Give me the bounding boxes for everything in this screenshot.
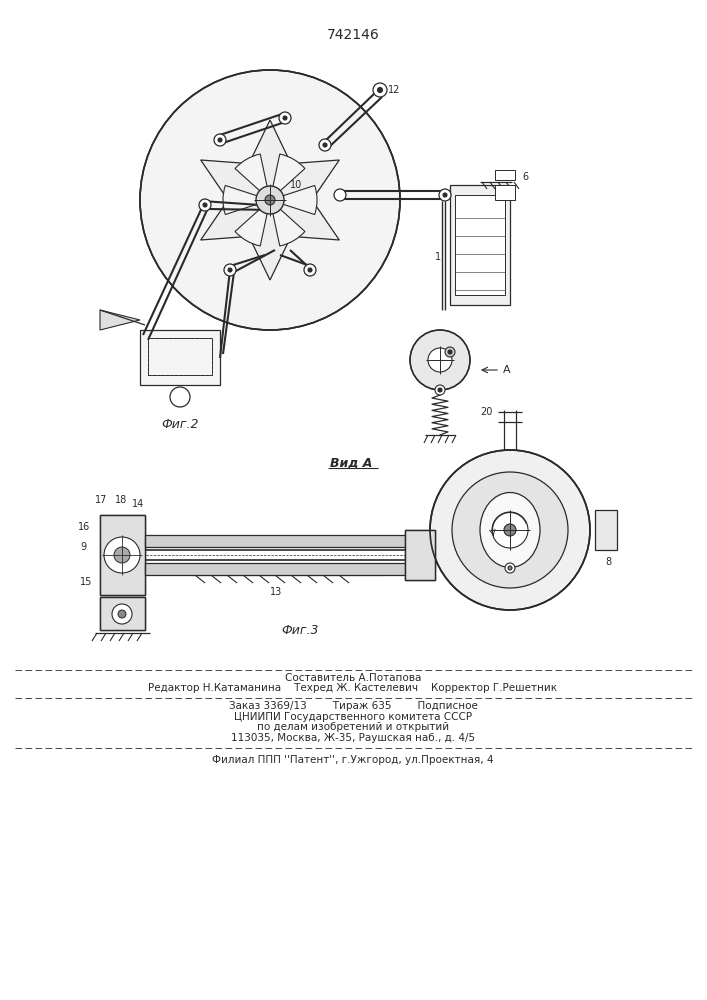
Circle shape [439, 189, 451, 201]
Text: Составитель А.Потапова: Составитель А.Потапова [285, 673, 421, 683]
Circle shape [438, 388, 442, 392]
Circle shape [373, 83, 387, 97]
Bar [495, 185, 515, 200]
Text: Редактор Н.Катаманина    Техред Ж. Кастелевич    Корректор Г.Решетник: Редактор Н.Катаманина Техред Ж. Кастелев… [148, 683, 558, 693]
Circle shape [323, 143, 327, 147]
Bar [100, 515, 145, 595]
Circle shape [428, 348, 452, 372]
Bar [450, 185, 510, 305]
Circle shape [118, 610, 126, 618]
Circle shape [265, 195, 275, 205]
Text: 16: 16 [78, 522, 90, 532]
Text: 10: 10 [290, 180, 303, 190]
Bar [405, 530, 435, 580]
Text: 6: 6 [522, 172, 528, 182]
Circle shape [283, 116, 287, 120]
Bar [100, 515, 145, 595]
Text: Фиг.2: Фиг.2 [161, 418, 199, 432]
Circle shape [445, 347, 455, 357]
Circle shape [304, 264, 316, 276]
Circle shape [430, 450, 590, 610]
Text: Фиг.3: Фиг.3 [281, 624, 319, 637]
Circle shape [505, 563, 515, 573]
Circle shape [218, 138, 222, 142]
Circle shape [104, 537, 140, 573]
Circle shape [256, 186, 284, 214]
Text: 12: 12 [388, 85, 400, 95]
Circle shape [443, 193, 447, 197]
Ellipse shape [480, 492, 540, 568]
Circle shape [508, 566, 512, 570]
Circle shape [170, 387, 190, 407]
Text: 9: 9 [80, 542, 86, 552]
Text: ЦНИИПИ Государственного комитета СССР: ЦНИИПИ Государственного комитета СССР [234, 712, 472, 722]
Circle shape [452, 472, 568, 588]
Text: 742146: 742146 [327, 28, 380, 42]
Text: А: А [503, 365, 510, 375]
Circle shape [334, 189, 346, 201]
Polygon shape [100, 310, 140, 330]
Text: 113035, Москва, Ж-35, Раушская наб., д. 4/5: 113035, Москва, Ж-35, Раушская наб., д. … [231, 733, 475, 743]
Circle shape [214, 134, 226, 146]
Bar [140, 330, 220, 385]
Wedge shape [235, 200, 270, 246]
Circle shape [319, 139, 331, 151]
Text: 8: 8 [605, 557, 611, 567]
Circle shape [199, 199, 211, 211]
Text: 15: 15 [80, 577, 93, 587]
Bar [100, 597, 145, 630]
Text: Вид А: Вид А [330, 456, 373, 470]
Text: по делам изобретений и открытий: по делам изобретений и открытий [257, 722, 449, 732]
Bar [100, 597, 145, 630]
Wedge shape [235, 154, 270, 200]
Circle shape [492, 512, 528, 548]
Circle shape [112, 604, 132, 624]
Text: Заказ 3369/13        Тираж 635        Подписное: Заказ 3369/13 Тираж 635 Подписное [228, 701, 477, 711]
Bar [455, 195, 505, 295]
Circle shape [410, 330, 470, 390]
Bar [595, 510, 617, 550]
Text: 18: 18 [115, 495, 127, 505]
Circle shape [114, 547, 130, 563]
Circle shape [308, 268, 312, 272]
Bar [405, 530, 435, 580]
Bar [100, 597, 145, 630]
Circle shape [378, 88, 382, 93]
Circle shape [435, 385, 445, 395]
Bar [148, 338, 212, 375]
Bar [495, 170, 515, 180]
Bar [100, 515, 145, 595]
Bar [148, 338, 212, 375]
Circle shape [224, 264, 236, 276]
Text: Филиал ППП ''Патент'', г.Ужгород, ул.Проектная, 4: Филиал ППП ''Патент'', г.Ужгород, ул.Про… [212, 755, 493, 765]
Bar [145, 535, 405, 547]
Text: 17: 17 [95, 495, 107, 505]
Wedge shape [270, 200, 305, 246]
Circle shape [448, 350, 452, 354]
Circle shape [140, 70, 400, 330]
Bar [405, 530, 435, 580]
Circle shape [279, 112, 291, 124]
Text: 1: 1 [435, 252, 441, 262]
Polygon shape [201, 120, 339, 280]
Wedge shape [270, 185, 317, 215]
Wedge shape [270, 154, 305, 200]
Wedge shape [223, 185, 270, 215]
Circle shape [228, 268, 232, 272]
Text: 14: 14 [132, 499, 144, 509]
Text: 20: 20 [480, 407, 492, 417]
Circle shape [504, 524, 516, 536]
Bar [145, 563, 405, 575]
Circle shape [203, 203, 207, 207]
Text: 13: 13 [270, 587, 282, 597]
